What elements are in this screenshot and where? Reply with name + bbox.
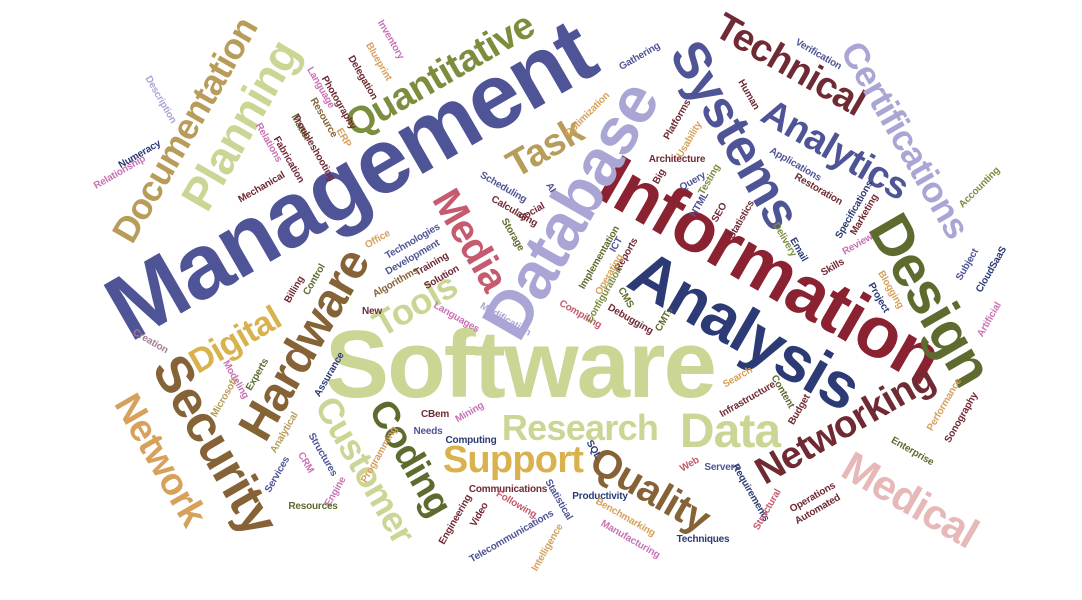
word-artificial: Artificial xyxy=(975,300,1004,339)
word-intelligence: Intelligence xyxy=(529,522,566,574)
word-computing: Computing xyxy=(445,435,497,446)
word-video: Video xyxy=(468,500,491,529)
word-medical: Medical xyxy=(834,442,987,557)
word-research: Research xyxy=(501,407,659,448)
word-software: Software xyxy=(324,311,717,418)
word-search: Search xyxy=(721,364,755,391)
word-techniques: Techniques xyxy=(676,534,730,545)
word-crm: CRM xyxy=(295,450,316,476)
word-web: Web xyxy=(678,454,702,475)
word-subject: Subject xyxy=(954,246,982,283)
word-support: Support xyxy=(442,439,584,481)
word-communications: Communications xyxy=(468,484,548,495)
word-productivity: Productivity xyxy=(572,491,628,502)
word-description: Description xyxy=(142,74,179,126)
word-new: New xyxy=(362,306,382,317)
word-gathering: Gathering xyxy=(617,40,663,73)
word-servers: Servers xyxy=(704,462,740,473)
word-resources: Resources xyxy=(288,501,338,512)
word-data: Data xyxy=(679,405,781,458)
word-needs: Needs xyxy=(413,426,443,437)
word-architecture: Architecture xyxy=(648,154,706,165)
word-services: Services xyxy=(262,454,293,495)
word-accounting: Accounting xyxy=(957,165,1003,211)
word-cbem: CBem xyxy=(420,409,450,420)
word-office: Office xyxy=(363,228,393,252)
